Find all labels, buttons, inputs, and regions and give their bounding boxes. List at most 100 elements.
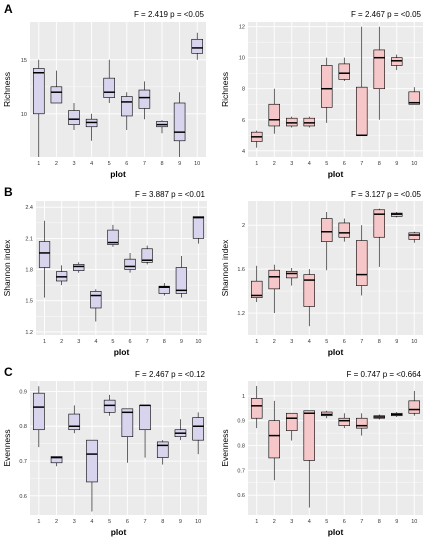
y-tick-label: 1.2	[237, 311, 245, 317]
box-plot-9	[391, 54, 403, 71]
iqr-box	[321, 65, 333, 108]
x-tick-label: 2	[273, 161, 276, 167]
x-tick-label: 7	[360, 339, 363, 345]
box-plot-4	[303, 410, 315, 508]
x-tick-label: 7	[360, 161, 363, 167]
x-tick-label: 10	[195, 339, 201, 345]
box-plot-6	[121, 92, 133, 130]
chart-c-left: 0.6 0.7 0.8 0.9 1 2 3 4 5 6 7 8 9 10 F = 2.467 p = <0.…	[2, 370, 207, 537]
iqr-box	[268, 103, 280, 127]
x-tick-label: 4	[308, 519, 311, 525]
iqr-box	[138, 89, 151, 109]
box-plot-10	[408, 231, 420, 243]
box-plot-2	[268, 88, 280, 134]
chart-b-right: 1.2 1.6 2 1 2 3 4 5 6 7 8 9 10 F = 3.127 p = <0.05 plo…	[220, 190, 423, 357]
box-plot-9	[174, 419, 187, 441]
box-plot-2	[50, 456, 63, 467]
iqr-box	[356, 417, 368, 429]
iqr-box	[408, 232, 420, 240]
x-axis-title: plot	[328, 347, 344, 357]
panel-label-c: C	[4, 365, 13, 379]
x-tick-label: 9	[395, 161, 398, 167]
iqr-box	[321, 218, 333, 242]
y-tick-label: 2.1	[25, 236, 33, 242]
box-plot-3	[286, 412, 298, 441]
iqr-box	[356, 86, 368, 136]
iqr-box	[33, 392, 45, 431]
y-tick-label: 0.7	[237, 468, 245, 474]
x-tick-label: 3	[290, 339, 293, 345]
y-tick-label: 10	[21, 112, 27, 118]
x-tick-label: 3	[77, 339, 80, 345]
iqr-box	[338, 417, 350, 426]
x-tick-label: 6	[125, 161, 128, 167]
x-tick-label: 10	[411, 519, 417, 525]
x-axis-title: plot	[111, 527, 127, 537]
x-tick-label: 2	[55, 161, 58, 167]
iqr-box	[139, 405, 151, 431]
panel-label-a: A	[4, 2, 13, 16]
x-tick-label: 7	[143, 161, 146, 167]
iqr-box	[408, 91, 420, 105]
iqr-box	[268, 420, 280, 459]
x-tick-label: 7	[146, 339, 149, 345]
iqr-box	[68, 110, 80, 125]
iqr-box	[338, 63, 350, 80]
iqr-box	[303, 410, 315, 461]
stat-annotation: F = 3.887 p = <0.01	[135, 190, 206, 199]
iqr-box	[303, 274, 315, 307]
box-plot-4	[85, 113, 98, 141]
y-tick-label: 2	[242, 223, 245, 229]
iqr-box	[121, 96, 133, 117]
x-tick-label: 9	[178, 161, 181, 167]
panel-label-b: B	[4, 185, 13, 199]
box-plot-3	[73, 262, 85, 273]
iqr-box	[175, 267, 187, 294]
x-tick-label: 6	[343, 161, 346, 167]
iqr-box	[38, 241, 51, 268]
iqr-box	[173, 102, 186, 142]
y-axis-title: Richness	[2, 72, 12, 107]
iqr-box	[356, 240, 368, 286]
y-tick-label: 1.8	[25, 268, 33, 274]
iqr-box	[338, 222, 350, 238]
box-plot-5	[107, 224, 119, 247]
box-plot-7	[356, 413, 368, 436]
iqr-box	[86, 439, 98, 483]
stat-annotation: F = 3.127 p = <0.05	[351, 190, 422, 199]
box-plot-8	[156, 440, 169, 465]
x-axis-title: plot	[110, 169, 126, 179]
y-axis-title: Shannon index	[2, 239, 12, 296]
box-plot-1	[33, 386, 45, 448]
box-plot-8	[158, 283, 170, 296]
x-tick-label: 9	[179, 519, 182, 525]
y-tick-label: 1.2	[25, 330, 33, 336]
box-plot-2	[50, 70, 63, 104]
box-plot-3	[68, 103, 80, 130]
iqr-box	[268, 269, 280, 290]
x-tick-label: 6	[126, 519, 129, 525]
x-tick-label: 8	[161, 519, 164, 525]
iqr-box	[103, 77, 115, 98]
x-tick-label: 5	[325, 161, 328, 167]
x-tick-label: 2	[273, 519, 276, 525]
box-plot-7	[141, 245, 153, 265]
iqr-box	[286, 117, 298, 127]
box-plot-8	[156, 120, 168, 134]
x-tick-label: 1	[37, 519, 40, 525]
x-tick-label: 8	[378, 339, 381, 345]
box-plot-9	[391, 211, 403, 218]
x-tick-label: 10	[195, 519, 201, 525]
y-tick-label: 15	[21, 58, 27, 64]
y-tick-label: 10	[239, 56, 245, 62]
x-tick-label: 5	[325, 519, 328, 525]
iqr-box	[50, 86, 63, 104]
plot-background	[248, 22, 423, 157]
box-plot-10	[191, 32, 203, 60]
x-tick-label: 5	[111, 339, 114, 345]
y-tick-label: 8	[242, 87, 245, 93]
x-tick-label: 8	[163, 339, 166, 345]
box-plot-5	[103, 59, 115, 103]
x-tick-label: 6	[129, 339, 132, 345]
